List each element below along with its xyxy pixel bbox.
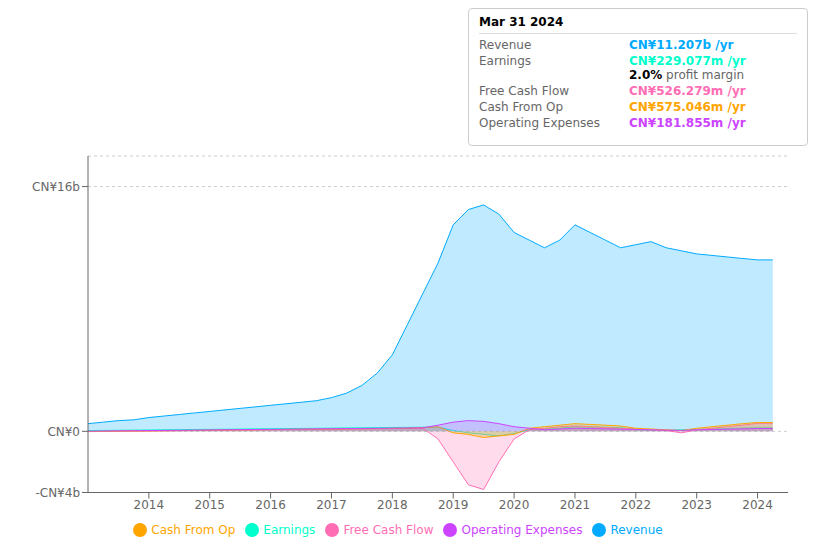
html-text:Earnings: Earnings — [263, 522, 316, 537]
svg-text:CN¥0: CN¥0 — [47, 425, 80, 439]
html-text:CN¥575.046m /yr: CN¥575.046m /yr — [629, 100, 746, 114]
svg-text:2023: 2023 — [681, 498, 712, 512]
svg-text:CN¥16b: CN¥16b — [32, 180, 80, 194]
svg-text:2016: 2016 — [255, 498, 286, 512]
html-text:Cash From Op: Cash From Op — [479, 100, 563, 114]
html-text:Revenue: Revenue — [610, 522, 663, 537]
html-text:CN¥11.207b /yr: CN¥11.207b /yr — [629, 38, 734, 52]
html-text:Free Cash Flow: Free Cash Flow — [343, 522, 434, 537]
html-text:Free Cash Flow: Free Cash Flow — [479, 84, 570, 98]
svg-text:2024: 2024 — [742, 498, 773, 512]
html-text:Operating Expenses: Operating Expenses — [479, 116, 600, 130]
svg-text:2020: 2020 — [499, 498, 530, 512]
svg-text:2015: 2015 — [194, 498, 225, 512]
html-text:Revenue: Revenue — [479, 38, 532, 52]
html-text:CN¥526.279m /yr: CN¥526.279m /yr — [629, 84, 746, 98]
svg-text:2018: 2018 — [377, 498, 408, 512]
html-text:Earnings: Earnings — [479, 54, 532, 68]
html-text:Mar 31 2024: Mar 31 2024 — [479, 15, 564, 29]
svg-text:2019: 2019 — [438, 498, 469, 512]
svg-text:2017: 2017 — [316, 498, 347, 512]
svg-text:2014: 2014 — [134, 498, 165, 512]
html-text:CN¥229.077m /yr: CN¥229.077m /yr — [629, 54, 746, 68]
svg-text:2022: 2022 — [621, 498, 652, 512]
svg-text:2021: 2021 — [560, 498, 591, 512]
html-text:CN¥181.855m /yr: CN¥181.855m /yr — [629, 116, 746, 130]
html-text:Operating Expenses: Operating Expenses — [461, 522, 583, 537]
html-text:2.0% profit margin: 2.0% profit margin — [629, 68, 745, 82]
html-text:Cash From Op: Cash From Op — [151, 522, 236, 537]
svg-text:-CN¥4b: -CN¥4b — [35, 486, 80, 500]
